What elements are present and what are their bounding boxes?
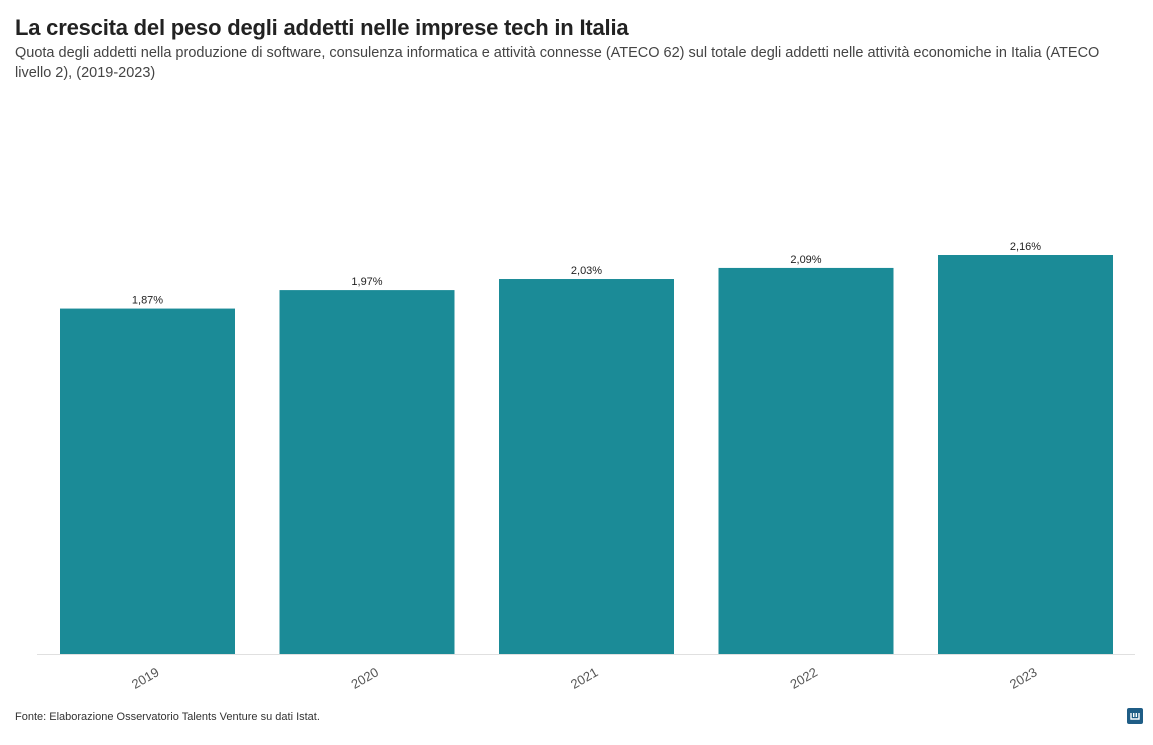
- bar-2023[interactable]: [938, 255, 1113, 654]
- bar-2020[interactable]: [279, 290, 455, 654]
- x-tick-label-2021: 2021: [568, 664, 601, 691]
- bar-2022[interactable]: [718, 267, 894, 654]
- bar-2021[interactable]: [499, 279, 674, 654]
- bar-2019[interactable]: [60, 308, 235, 654]
- x-tick-label-2022: 2022: [787, 664, 820, 691]
- source-note: Fonte: Elaborazione Osservatorio Talents…: [15, 711, 320, 723]
- chart-title: La crescita del peso degli addetti nelle…: [15, 15, 629, 40]
- x-tick-label-2023: 2023: [1007, 664, 1040, 691]
- chart-header: La crescita del peso degli addetti nelle…: [15, 14, 1135, 83]
- data-label-2020: 1,97%: [351, 276, 382, 288]
- x-tick-label-2020: 2020: [348, 664, 381, 691]
- data-label-2022: 2,09%: [790, 254, 821, 266]
- data-label-2023: 2,16%: [1010, 241, 1041, 253]
- x-tick-label-2019: 2019: [129, 664, 162, 691]
- data-label-2021: 2,03%: [571, 265, 602, 277]
- data-label-2019: 1,87%: [132, 295, 163, 307]
- chart-subtitle: Quota degli addetti nella produzione di …: [15, 45, 1100, 81]
- datawrapper-logo-icon[interactable]: [1127, 708, 1143, 724]
